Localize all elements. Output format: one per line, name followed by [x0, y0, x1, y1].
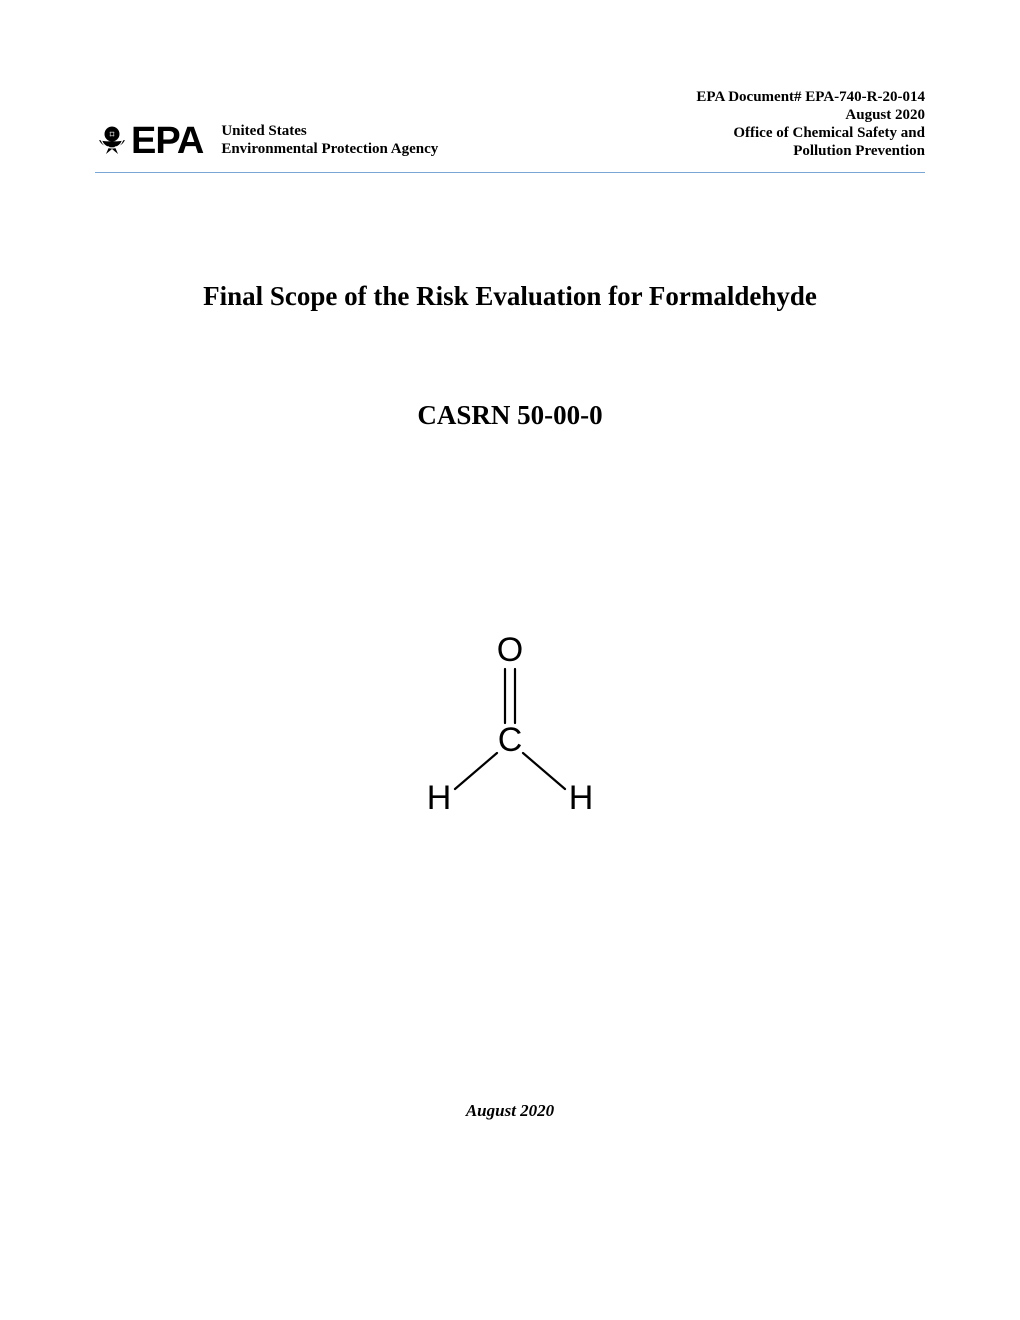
casrn-number: CASRN 50-00-0: [95, 400, 925, 431]
footer-date: August 2020: [95, 1101, 925, 1121]
agency-line-2: Environmental Protection Agency: [221, 140, 438, 158]
atom-hydrogen-right: H: [569, 779, 594, 817]
doc-number: EPA Document# EPA-740-R-20-014: [696, 88, 925, 106]
office-line-2: Pollution Prevention: [696, 142, 925, 160]
atom-carbon: C: [498, 721, 523, 759]
header-right-block: EPA Document# EPA-740-R-20-014 August 20…: [696, 88, 925, 160]
header-divider: [95, 172, 925, 173]
document-title: Final Scope of the Risk Evaluation for F…: [95, 281, 925, 312]
agency-line-1: United States: [221, 122, 438, 140]
atom-oxygen: O: [497, 631, 523, 669]
office-line-1: Office of Chemical Safety and: [696, 124, 925, 142]
epa-logo: EPA: [95, 122, 203, 160]
bond-ch-right: [523, 753, 565, 789]
document-header: EPA United States Environmental Protecti…: [95, 88, 925, 160]
atom-hydrogen-left: H: [427, 779, 452, 817]
agency-name: United States Environmental Protection A…: [221, 122, 438, 160]
header-left-block: EPA United States Environmental Protecti…: [95, 122, 438, 160]
formaldehyde-structure: O C H H: [415, 631, 605, 841]
bond-ch-left: [455, 753, 497, 789]
doc-date: August 2020: [696, 106, 925, 124]
epa-flower-icon: [95, 124, 129, 158]
epa-logo-text: EPA: [131, 122, 203, 160]
